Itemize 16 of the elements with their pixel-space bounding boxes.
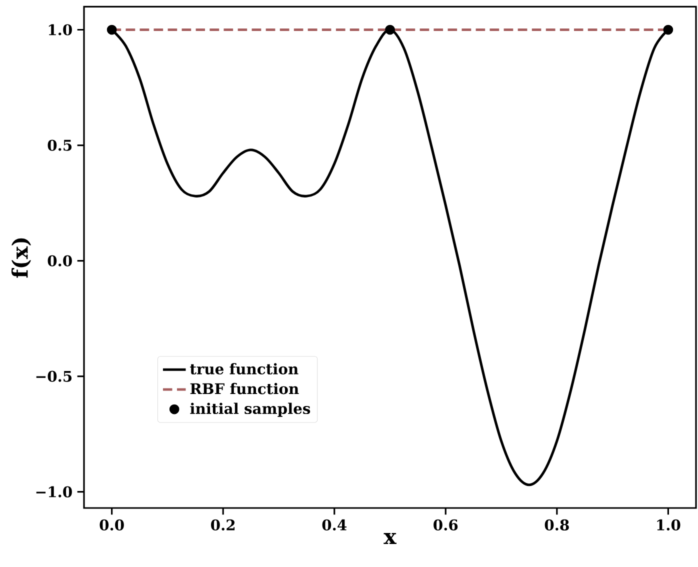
- x-tick-label: 0.6: [434, 519, 458, 530]
- y-tick-label: −0.5: [36, 370, 72, 382]
- y-tick-label: 0.0: [48, 255, 72, 266]
- x-axis-title: x: [384, 532, 397, 544]
- x-tick-label: 0.4: [322, 519, 347, 530]
- x-tick-label: 0.2: [211, 519, 235, 530]
- legend-label: RBF function: [190, 382, 299, 394]
- y-tick-label: 1.0: [48, 24, 72, 36]
- x-tick-label: 1.0: [657, 519, 680, 530]
- y-tick-label: 0.5: [48, 140, 72, 151]
- x-tick-label: 0.0: [100, 519, 124, 530]
- legend-label: true function: [190, 363, 298, 374]
- y-tick-label: −1.0: [36, 486, 72, 498]
- x-tick-label: 0.8: [544, 519, 569, 530]
- legend-label: initial samples: [190, 402, 310, 417]
- y-axis-title: f(x): [11, 238, 31, 278]
